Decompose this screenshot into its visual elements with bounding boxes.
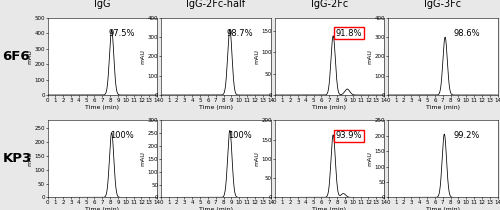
Text: 98.6%: 98.6% bbox=[454, 29, 480, 38]
Text: IgG-3Fc: IgG-3Fc bbox=[424, 0, 462, 9]
X-axis label: Time (min): Time (min) bbox=[426, 207, 460, 210]
X-axis label: Time (min): Time (min) bbox=[199, 105, 233, 110]
Y-axis label: mAU: mAU bbox=[27, 151, 32, 166]
X-axis label: Time (min): Time (min) bbox=[426, 105, 460, 110]
Text: 93.9%: 93.9% bbox=[336, 131, 362, 140]
Text: IgG-2Fc: IgG-2Fc bbox=[310, 0, 348, 9]
X-axis label: Time (min): Time (min) bbox=[312, 105, 346, 110]
Y-axis label: mAU: mAU bbox=[368, 151, 372, 166]
X-axis label: Time (min): Time (min) bbox=[85, 207, 119, 210]
X-axis label: Time (min): Time (min) bbox=[85, 105, 119, 110]
Text: 97.5%: 97.5% bbox=[108, 29, 135, 38]
Text: 100%: 100% bbox=[110, 131, 134, 140]
Text: KP3: KP3 bbox=[2, 152, 32, 165]
Text: IgG: IgG bbox=[94, 0, 110, 9]
Y-axis label: mAU: mAU bbox=[368, 49, 372, 64]
Y-axis label: mAU: mAU bbox=[254, 151, 259, 166]
Y-axis label: mAU: mAU bbox=[254, 49, 259, 64]
Y-axis label: mAU: mAU bbox=[140, 151, 145, 166]
Text: 99.2%: 99.2% bbox=[454, 131, 480, 140]
X-axis label: Time (min): Time (min) bbox=[199, 207, 233, 210]
Text: 98.7%: 98.7% bbox=[226, 29, 253, 38]
Y-axis label: mAU: mAU bbox=[27, 49, 32, 64]
Text: IgG-2Fc-half: IgG-2Fc-half bbox=[186, 0, 246, 9]
Y-axis label: mAU: mAU bbox=[140, 49, 145, 64]
X-axis label: Time (min): Time (min) bbox=[312, 207, 346, 210]
Text: 91.8%: 91.8% bbox=[336, 29, 362, 38]
Text: 6F6: 6F6 bbox=[2, 50, 30, 63]
Text: 100%: 100% bbox=[228, 131, 252, 140]
